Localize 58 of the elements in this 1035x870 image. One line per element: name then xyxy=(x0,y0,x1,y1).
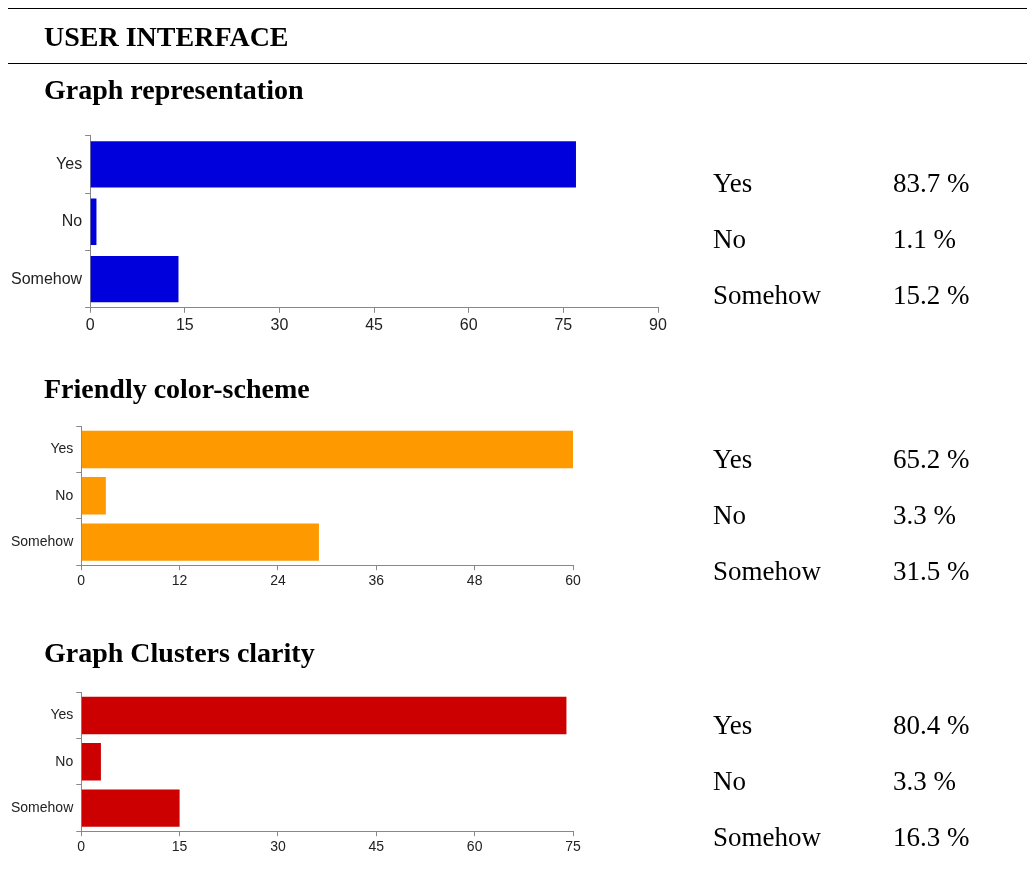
category-label: Yes xyxy=(713,166,754,200)
category-label: Somehow xyxy=(713,278,822,312)
x-tick-label: 0 xyxy=(85,315,95,333)
x-tick-label: 15 xyxy=(171,838,188,855)
bar xyxy=(81,789,180,827)
bar xyxy=(81,477,106,515)
chart-title: USER INTERFACE xyxy=(8,8,1027,64)
x-tick-label: 75 xyxy=(554,315,573,333)
bar xyxy=(81,743,101,781)
x-tick-label: 0 xyxy=(77,838,86,855)
x-tick-label: 60 xyxy=(466,838,483,855)
x-tick-label: 12 xyxy=(171,572,188,589)
x-tick-label: 15 xyxy=(175,315,194,333)
text: 65.2 % xyxy=(893,443,970,474)
category-label: No xyxy=(713,764,747,798)
y-tick-label: Somehow xyxy=(10,532,75,549)
x-tick-label: 48 xyxy=(466,572,483,589)
category-label: No xyxy=(713,222,747,256)
bar xyxy=(81,696,567,735)
text: 1.1 % xyxy=(893,223,956,254)
y-tick-label: No xyxy=(55,752,74,769)
y-tick-label: Somehow xyxy=(10,269,83,287)
text: 3.3 % xyxy=(893,499,956,530)
text: 83.7 % xyxy=(893,167,970,198)
category-label: Somehow xyxy=(713,820,822,854)
category-label: Yes xyxy=(713,708,754,742)
y-tick-label: Yes xyxy=(50,440,74,457)
text: 3.3 % xyxy=(893,765,956,796)
y-tick-label: No xyxy=(55,486,74,503)
category-label: Yes xyxy=(713,442,754,476)
y-tick-label: Yes xyxy=(56,154,83,172)
text: 16.3 % xyxy=(893,821,970,852)
x-tick-label: 45 xyxy=(368,838,385,855)
x-tick-label: 90 xyxy=(649,315,667,333)
y-tick-label: No xyxy=(61,212,83,230)
x-tick-label: 24 xyxy=(270,572,286,589)
x-tick-label: 60 xyxy=(565,572,581,589)
chart-title: Friendly color-scheme xyxy=(44,373,311,405)
category-label: Somehow xyxy=(713,554,822,588)
bar xyxy=(90,255,179,303)
x-tick-label: 60 xyxy=(459,315,478,333)
y-tick-label: Somehow xyxy=(10,798,75,815)
x-tick-label: 45 xyxy=(365,315,384,333)
x-tick-label: 36 xyxy=(368,572,385,589)
text: 15.2 % xyxy=(893,279,970,310)
x-tick-label: 30 xyxy=(270,315,289,333)
x-tick-label: 30 xyxy=(270,838,286,855)
text: 31.5 % xyxy=(893,555,970,586)
text: 80.4 % xyxy=(893,709,970,740)
chart-title: Graph Clusters clarity xyxy=(44,637,316,669)
category-label: No xyxy=(713,498,747,532)
bar xyxy=(81,430,573,469)
x-tick-label: 0 xyxy=(77,572,86,589)
y-tick-label: Yes xyxy=(50,706,74,723)
chart-subtitle: Graph representation xyxy=(44,74,305,106)
x-tick-label: 75 xyxy=(565,838,581,855)
bar xyxy=(90,141,576,188)
bar xyxy=(81,523,319,561)
